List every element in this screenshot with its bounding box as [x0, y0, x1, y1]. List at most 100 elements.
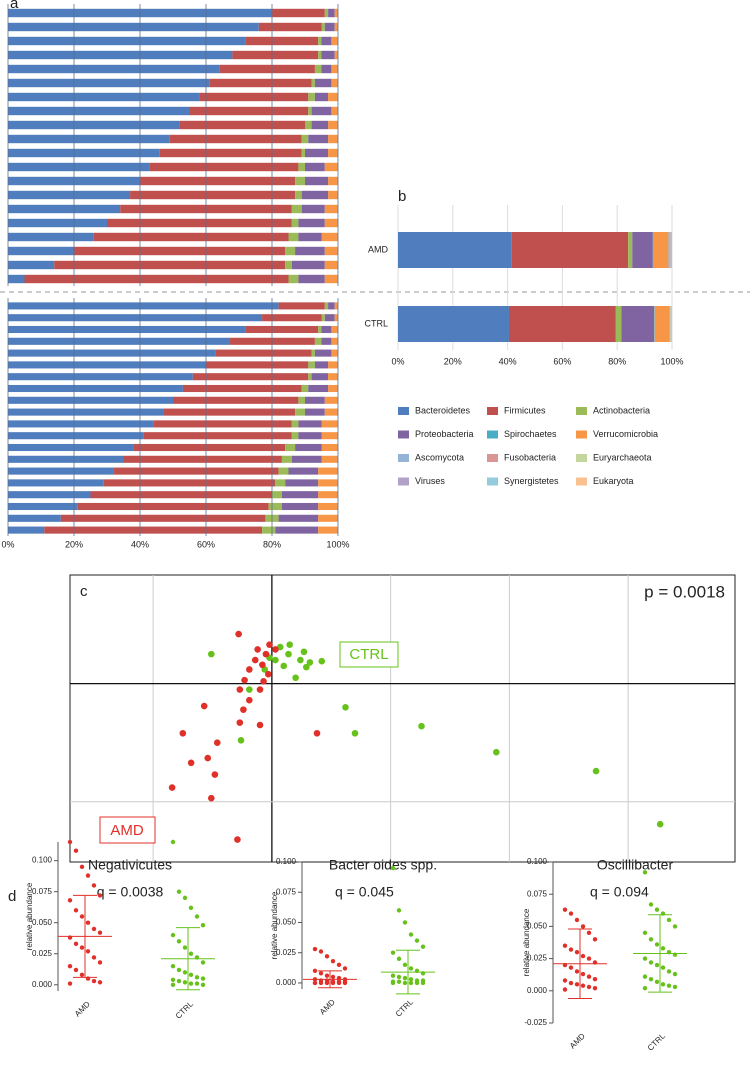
- bar-segment: [298, 420, 322, 428]
- bar-segment: [321, 420, 338, 428]
- bar-segment: [314, 92, 329, 102]
- bar-segment: [334, 8, 338, 18]
- point: [648, 902, 654, 907]
- bar-segment: [654, 306, 670, 342]
- y-tick-label: 0.100: [276, 857, 297, 866]
- bar-segment: [308, 361, 315, 369]
- point: [568, 980, 574, 986]
- point: [204, 754, 212, 762]
- point: [259, 661, 266, 669]
- point: [408, 977, 414, 982]
- point: [240, 706, 247, 713]
- bar-segment: [669, 306, 671, 342]
- bar-segment: [311, 373, 329, 381]
- point: [97, 960, 103, 965]
- bar-segment: [278, 302, 325, 310]
- bar-segment: [275, 526, 319, 534]
- legend-swatch: [576, 454, 587, 462]
- point: [241, 676, 248, 684]
- point: [188, 951, 194, 956]
- bar-segment: [318, 36, 322, 46]
- bar-segment: [301, 204, 325, 214]
- bar-segment: [8, 467, 114, 475]
- bar-segment: [328, 120, 338, 130]
- point: [67, 839, 73, 845]
- point: [179, 729, 187, 737]
- bar-segment: [334, 22, 338, 32]
- legend-swatch: [487, 407, 498, 415]
- point: [256, 686, 264, 693]
- bar-segment: [308, 134, 329, 144]
- bar-segment: [285, 260, 292, 270]
- point: [236, 686, 244, 693]
- bar-segment: [301, 134, 309, 144]
- legend-label: Fusobacteria: [504, 452, 556, 462]
- q-value: q = 0.0038: [97, 884, 164, 900]
- bar-segment: [215, 349, 312, 357]
- point: [396, 908, 402, 913]
- bar-segment: [295, 246, 325, 256]
- point: [390, 973, 396, 978]
- legend-swatch: [487, 477, 498, 486]
- bar-segment: [291, 420, 299, 428]
- legend-swatch: [398, 454, 409, 462]
- bar-segment: [334, 50, 338, 60]
- bar-segment: [305, 162, 325, 172]
- bar-segment: [262, 314, 322, 322]
- bar-segment: [331, 349, 338, 357]
- bar-segment: [291, 204, 302, 214]
- legend-swatch: [576, 430, 587, 439]
- bar-segment: [305, 148, 329, 158]
- point: [300, 648, 308, 656]
- point: [79, 914, 85, 919]
- point: [272, 646, 279, 653]
- bar-segment: [318, 514, 338, 522]
- plot-frame: [69, 574, 736, 863]
- point: [318, 657, 326, 665]
- bar-segment: [268, 502, 282, 511]
- bar-segment: [8, 302, 279, 310]
- bar-segment: [8, 443, 134, 452]
- bar-segment: [328, 176, 338, 186]
- bar-segment: [298, 432, 322, 440]
- point: [73, 908, 79, 913]
- bar-segment: [308, 384, 329, 393]
- legend-label: Verrucomicrobia: [593, 429, 658, 439]
- x-tick-label: 100%: [326, 539, 349, 549]
- bar-segment: [291, 260, 325, 270]
- point: [592, 767, 600, 775]
- x-tick-label: 40%: [131, 539, 149, 549]
- bar-segment: [331, 78, 338, 88]
- bar-segment: [334, 302, 338, 310]
- bar-segment: [324, 274, 338, 284]
- y-axis-label: relative abundance: [270, 891, 279, 959]
- point: [208, 794, 215, 802]
- bar-segment: [8, 502, 78, 511]
- point: [85, 949, 91, 954]
- bar-segment: [318, 50, 322, 60]
- point: [568, 947, 574, 952]
- point: [200, 976, 206, 981]
- bar-segment: [331, 337, 338, 345]
- bar-segment: [321, 314, 325, 322]
- bar-segment: [670, 232, 672, 268]
- bar-segment: [159, 148, 302, 158]
- point: [200, 702, 208, 710]
- bar-segment: [621, 306, 655, 342]
- bar-segment: [305, 176, 329, 186]
- q-value: q = 0.045: [335, 884, 394, 900]
- x-tick-label: 20%: [444, 356, 462, 366]
- bar-segment: [8, 78, 210, 88]
- bar-segment: [511, 232, 629, 268]
- legend-label: Spirochaetes: [504, 429, 557, 439]
- point: [91, 978, 97, 984]
- point: [580, 971, 586, 977]
- point: [297, 656, 304, 664]
- bar-segment: [8, 260, 55, 270]
- bar-segment: [328, 373, 338, 381]
- y-tick-label: 0.075: [32, 887, 53, 896]
- point: [660, 965, 666, 970]
- x-tick-label: 20%: [65, 539, 83, 549]
- bar-segment: [321, 432, 338, 440]
